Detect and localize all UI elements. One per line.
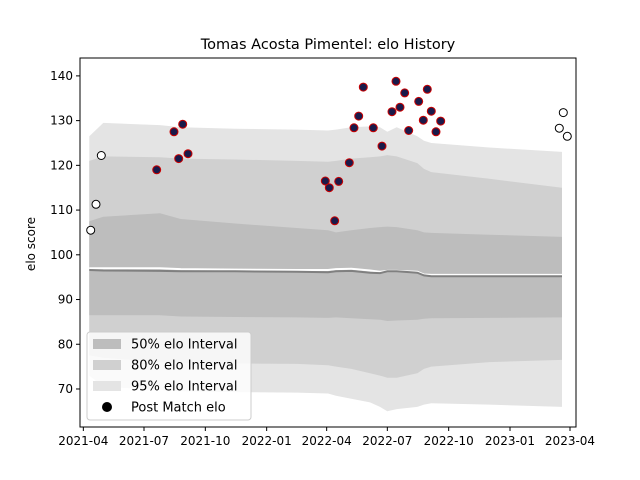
post-match-elo-point <box>387 107 397 117</box>
median-elo-line <box>89 269 562 278</box>
post-match-elo-point <box>344 158 354 168</box>
post-match-elo-point <box>368 123 378 133</box>
post-match-elo-point <box>436 116 446 126</box>
post-match-elo-point <box>91 199 101 209</box>
post-match-elo-point <box>324 183 334 193</box>
post-match-elo-point <box>414 96 424 106</box>
post-match-elo-point <box>418 115 428 125</box>
y-tick-label: 110 <box>50 203 73 217</box>
x-tick-label: 2022-01 <box>242 434 292 448</box>
post-match-elo-point <box>404 126 414 135</box>
post-match-elo-point <box>431 127 441 137</box>
post-match-elo-point <box>358 82 368 92</box>
post-match-elo-point <box>426 106 436 116</box>
plot-frame <box>79 57 577 428</box>
x-tick-label: 2022-04 <box>302 434 352 448</box>
y-tick-label: 70 <box>58 382 73 396</box>
x-tick-label: 2023-01 <box>485 434 535 448</box>
post-match-elo-point <box>558 108 568 118</box>
x-tick-label: 2021-10 <box>180 434 230 448</box>
legend-label: Post Match elo <box>131 401 226 416</box>
legend-label: 95% elo Interval <box>131 380 238 395</box>
post-match-elo-point <box>391 76 401 86</box>
post-match-elo-point <box>354 111 364 121</box>
y-tick-label: 90 <box>58 293 73 307</box>
post-match-elo-point <box>183 149 193 159</box>
chart-title: Tomas Acosta Pimentel: elo History <box>200 37 456 53</box>
legend-swatch <box>93 360 121 370</box>
y-axis-label: elo score <box>24 217 38 271</box>
band-50-interval <box>89 213 563 321</box>
legend: 50% elo Interval 80% elo Interval 95% elo … <box>86 331 252 421</box>
legend-swatch <box>93 381 121 391</box>
post-match-elo-point <box>400 88 410 98</box>
legend-marker <box>102 402 112 412</box>
x-tick-label: 2021-07 <box>119 434 169 448</box>
post-match-elo-point <box>334 176 344 186</box>
post-match-elo-point <box>320 176 330 186</box>
post-match-elo-point <box>96 151 106 160</box>
y-tick-label: 80 <box>58 337 73 351</box>
post-match-elo-point <box>349 123 359 133</box>
post-match-elo-point <box>330 216 340 226</box>
legend-frame <box>86 331 252 421</box>
y-tick-label: 120 <box>50 158 73 172</box>
post-match-elo-point <box>554 123 564 133</box>
y-tick-label: 130 <box>50 114 73 128</box>
x-tick-label: 2022-10 <box>424 434 474 448</box>
x-tick-label: 2023-04 <box>545 434 595 448</box>
post-match-elo-point <box>377 141 387 151</box>
post-match-elo-point <box>178 119 188 129</box>
post-match-elo-point <box>169 127 179 137</box>
post-match-elo-point <box>422 84 432 94</box>
legend-swatch <box>93 339 121 349</box>
legend-label: 80% elo Interval <box>131 359 238 374</box>
x-tick-label: 2021-04 <box>58 434 108 448</box>
post-match-elo-point <box>395 102 405 112</box>
post-match-elo-point <box>174 154 184 164</box>
post-match-elo-point <box>152 165 162 175</box>
legend-label: 50% elo Interval <box>131 338 238 353</box>
y-tick-label: 100 <box>50 248 73 262</box>
x-tick-label: 2022-07 <box>362 434 412 448</box>
post-match-elo-point <box>86 225 96 235</box>
y-tick-label: 140 <box>50 69 73 83</box>
post-match-elo-point <box>562 131 572 141</box>
